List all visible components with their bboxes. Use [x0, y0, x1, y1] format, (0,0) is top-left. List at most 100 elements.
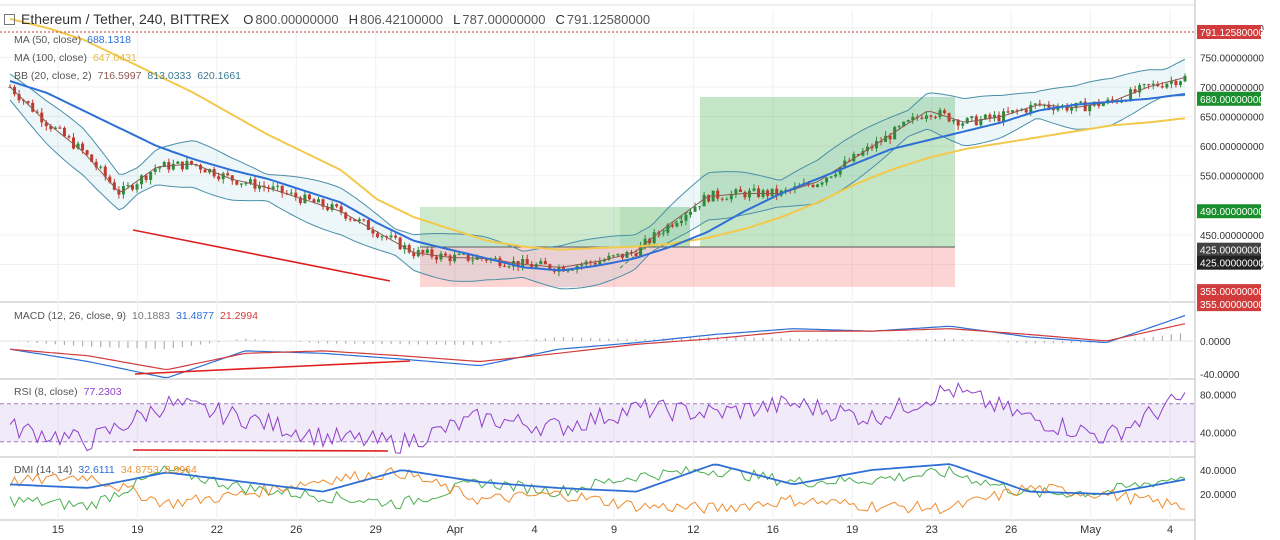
- price-badge: [1197, 284, 1261, 299]
- candle-body: [1142, 84, 1146, 86]
- candle-body: [933, 116, 937, 118]
- candle-body: [153, 168, 157, 172]
- candle-body: [670, 224, 674, 227]
- candle-body: [412, 252, 416, 257]
- bollinger-upper: [9, 58, 1186, 252]
- candle-body: [108, 176, 112, 183]
- candle-body: [634, 253, 638, 257]
- candle-body: [289, 192, 293, 194]
- candle-body: [389, 235, 393, 238]
- candle-body: [375, 233, 379, 238]
- candle-body: [271, 186, 275, 189]
- time-label: 26: [1005, 524, 1017, 536]
- dmi-adx-line: [9, 463, 1186, 495]
- price-badge-label: 791.12580000: [1200, 28, 1264, 39]
- candle-body: [734, 189, 738, 194]
- candle-body: [979, 119, 983, 126]
- dmi-legend[interactable]: DMI (14, 14) 32.6111 34.8753 8.9964: [14, 464, 197, 476]
- candle-body: [103, 166, 107, 177]
- candle-body: [276, 185, 280, 187]
- time-label: 4: [1167, 524, 1173, 536]
- rsi-tick: 40.0000: [1200, 428, 1237, 439]
- time-label: 19: [846, 524, 858, 536]
- macd-tick: 0.0000: [1200, 337, 1231, 348]
- time-label: 12: [687, 524, 699, 536]
- macd-signal-value: 21.2994: [219, 310, 258, 322]
- macd-signal-line: [9, 323, 1186, 370]
- macd-legend[interactable]: MACD (12, 26, close, 9) 10.1883 31.4877 21.…: [14, 310, 258, 322]
- candle-body: [738, 189, 742, 193]
- candle-body: [770, 188, 774, 197]
- candle-body: [81, 143, 85, 151]
- candle-body: [865, 146, 869, 152]
- candle-body: [856, 154, 860, 156]
- candle-body: [457, 253, 461, 255]
- candle-body: [1015, 110, 1019, 112]
- price-badge-label: 425.00000000: [1200, 259, 1264, 270]
- candle-body: [312, 199, 316, 203]
- candle-body: [1006, 111, 1010, 113]
- candle-body: [425, 249, 429, 253]
- chart-header: Ethereum / Tether, 240, BITTREX O 800.000…: [4, 8, 660, 30]
- candle-body: [602, 259, 606, 262]
- candle-body: [330, 204, 334, 210]
- candle-body: [988, 114, 992, 119]
- candle-body: [253, 179, 257, 189]
- candle-body: [1169, 80, 1173, 84]
- rsi-label: RSI (8, close): [14, 386, 78, 398]
- collapse-icon[interactable]: [4, 13, 15, 25]
- candle-body: [321, 199, 325, 207]
- candle-body: [1056, 107, 1060, 111]
- candle-body: [53, 127, 57, 130]
- candle-body: [35, 111, 39, 113]
- candle-body: [1011, 110, 1015, 113]
- candle-body: [539, 261, 543, 265]
- candle-body: [140, 175, 144, 185]
- rsi-line: [9, 382, 1186, 454]
- ma100-legend[interactable]: MA (100, close) 647.0431: [14, 52, 137, 64]
- price-badge: [1197, 91, 1261, 106]
- candle-body: [258, 185, 262, 189]
- candle-body: [298, 197, 302, 204]
- candle-body: [747, 190, 751, 198]
- candle-body: [870, 146, 874, 149]
- candle-body: [720, 198, 724, 200]
- candle-body: [371, 229, 375, 234]
- candle-body: [44, 122, 48, 127]
- candle-body: [448, 255, 452, 262]
- candle-body: [121, 186, 125, 195]
- candle-body: [1174, 80, 1178, 86]
- candle-body: [775, 188, 779, 196]
- candle-body: [407, 245, 411, 253]
- dmi-label: DMI (14, 14): [14, 464, 73, 476]
- candle-body: [661, 232, 665, 234]
- candle-body: [185, 160, 189, 170]
- rsi-legend[interactable]: RSI (8, close) 77.2303: [14, 386, 122, 398]
- candle-body: [199, 164, 203, 170]
- candle-body: [938, 110, 942, 118]
- rsi-band: [0, 403, 1195, 442]
- candle-body: [1183, 75, 1187, 82]
- macd-tick: -40.0000: [1200, 370, 1240, 381]
- candle-body: [72, 137, 76, 149]
- candle-body: [280, 185, 284, 194]
- candle-body: [752, 188, 756, 191]
- close-value: C 791.12580000: [555, 11, 651, 27]
- bb-legend[interactable]: BB (20, close, 2) 716.5997 813.0333 620.166…: [14, 70, 241, 82]
- rsi-pane: [0, 382, 1195, 454]
- candle-body: [875, 141, 879, 149]
- candle-body: [1033, 103, 1037, 105]
- candle-body: [566, 270, 570, 272]
- rsi-tick: 80.0000: [1200, 390, 1237, 401]
- candle-body: [888, 135, 892, 140]
- candle-body: [884, 135, 888, 142]
- candle-body: [99, 166, 103, 168]
- candle-body: [444, 253, 448, 256]
- price-overlays: [9, 17, 1186, 290]
- ma50-legend[interactable]: MA (50, close) 688.1318: [14, 34, 131, 46]
- bb-label: BB (20, close, 2): [14, 70, 92, 82]
- price-tick: 550.00000000: [1200, 172, 1264, 183]
- symbol-title[interactable]: Ethereum / Tether, 240, BITTREX: [21, 11, 230, 27]
- price-badge: [1197, 255, 1261, 270]
- bollinger-basis: [9, 77, 1186, 268]
